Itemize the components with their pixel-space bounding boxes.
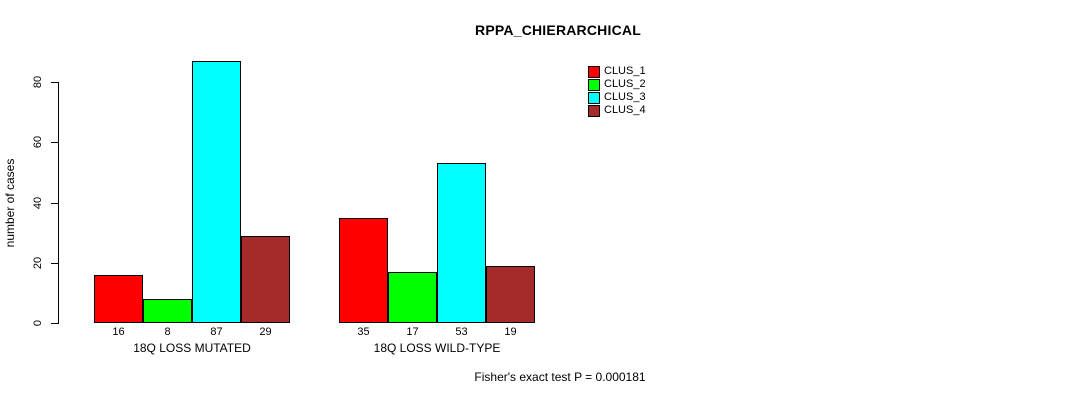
bar-value-label: 29 — [259, 326, 272, 338]
chart-title: RPPA_CHIERARCHICAL — [475, 22, 641, 38]
y-axis-tick — [51, 203, 58, 204]
category-label: 18Q LOSS WILD-TYPE — [373, 341, 501, 355]
legend-label: CLUS_1 — [604, 65, 646, 77]
bar-value-label: 19 — [504, 326, 517, 338]
legend-swatch-icon — [588, 91, 600, 104]
legend-label: CLUS_2 — [604, 78, 646, 90]
y-axis-tick-label: 60 — [32, 135, 44, 149]
y-axis-tick — [51, 263, 58, 264]
category-label: 18Q LOSS MUTATED — [133, 341, 251, 355]
legend-swatch-icon — [588, 104, 600, 117]
y-axis-tick-label: 40 — [32, 196, 44, 210]
bar-clus_1-group1 — [94, 275, 143, 323]
y-axis-line — [58, 82, 59, 324]
y-axis-tick-label: 20 — [32, 256, 44, 270]
annotation-text: Fisher's exact test P = 0.000181 — [474, 370, 646, 384]
y-axis-tick-label: 80 — [32, 75, 44, 89]
bar-value-label: 16 — [112, 326, 125, 338]
bar-clus_4-group1 — [241, 236, 290, 323]
bar-clus_4-group2 — [486, 266, 535, 323]
legend: CLUS_1 CLUS_2 CLUS_3 CLUS_4 — [588, 65, 646, 117]
bar-value-label: 53 — [455, 326, 468, 338]
y-axis-label: number of cases — [3, 158, 17, 248]
legend-entry: CLUS_2 — [588, 78, 646, 91]
legend-entry: CLUS_3 — [588, 91, 646, 104]
bar-value-label: 35 — [357, 326, 370, 338]
legend-swatch-icon — [588, 65, 600, 78]
y-axis-tick — [51, 323, 58, 324]
legend-entry: CLUS_4 — [588, 104, 646, 117]
legend-swatch-icon — [588, 78, 600, 91]
bar-clus_2-group2 — [388, 272, 437, 323]
bar-value-label: 87 — [210, 326, 223, 338]
bar-value-label: 8 — [164, 326, 171, 338]
legend-label: CLUS_3 — [604, 91, 646, 103]
legend-label: CLUS_4 — [604, 104, 646, 116]
bar-clus_3-group1 — [192, 61, 241, 323]
y-axis-tick-label: 0 — [32, 319, 44, 327]
legend-entry: CLUS_1 — [588, 65, 646, 78]
bar-value-label: 17 — [406, 326, 419, 338]
bar-clus_2-group1 — [143, 299, 192, 323]
y-axis-tick — [51, 82, 58, 83]
bar-clus_3-group2 — [437, 163, 486, 323]
y-axis-tick — [51, 142, 58, 143]
bar-clus_1-group2 — [339, 218, 388, 323]
